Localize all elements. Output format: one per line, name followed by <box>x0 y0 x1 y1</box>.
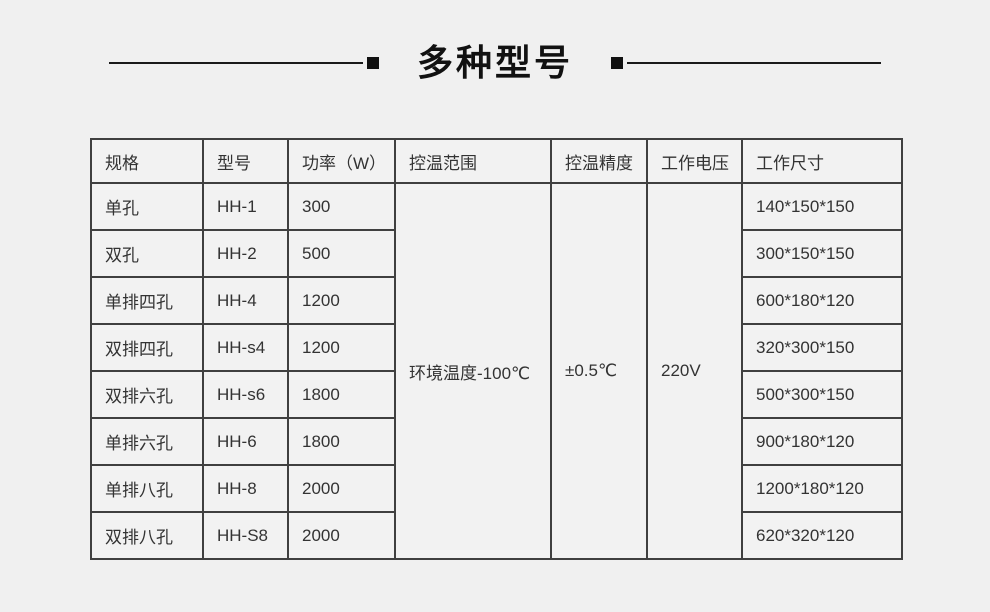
title-line-right <box>627 62 881 64</box>
voltage-cell: 220V <box>646 182 743 560</box>
title-square-right-icon <box>611 57 623 69</box>
table-row: 单排八孔 HH-8 2000 1200*180*120 <box>90 464 903 513</box>
size-cell: 1200*180*120 <box>741 464 903 513</box>
power-cell: 1800 <box>287 417 396 466</box>
power-cell: 1200 <box>287 323 396 372</box>
table-row: 单排六孔 HH-6 1800 900*180*120 <box>90 417 903 466</box>
size-cell: 500*300*150 <box>741 370 903 419</box>
header-size: 工作尺寸 <box>741 138 903 184</box>
size-cell: 620*320*120 <box>741 511 903 560</box>
section-title: 多种型号 <box>0 40 990 86</box>
model-cell: HH-4 <box>202 276 289 325</box>
model-cell: HH-S8 <box>202 511 289 560</box>
spec-table-container: 规格 型号 功率（W） 控温范围 控温精度 工作电压 工作尺寸 单孔 HH-1 … <box>90 138 903 560</box>
table-row: 单孔 HH-1 300 环境温度-100℃ ±0.5℃ 220V 140*150… <box>90 182 903 560</box>
title-line-left <box>108 62 363 64</box>
size-cell: 320*300*150 <box>741 323 903 372</box>
size-cell: 900*180*120 <box>741 417 903 466</box>
power-cell: 300 <box>287 182 396 231</box>
table-row: 双排四孔 HH-s4 1200 320*300*150 <box>90 323 903 372</box>
page-title: 多种型号 <box>416 42 573 83</box>
title-square-left-icon <box>366 57 379 69</box>
table-row: 单排四孔 HH-4 1200 600*180*120 <box>90 276 903 325</box>
size-cell: 600*180*120 <box>741 276 903 325</box>
model-cell: HH-6 <box>202 417 289 466</box>
model-cell: HH-8 <box>202 464 289 513</box>
model-cell: HH-s6 <box>202 370 289 419</box>
power-cell: 500 <box>287 229 396 278</box>
temp-range-cell: 环境温度-100℃ <box>394 182 552 560</box>
power-cell: 1200 <box>287 276 396 325</box>
header-voltage: 工作电压 <box>646 138 743 184</box>
header-spec: 规格 <box>90 138 204 184</box>
power-cell: 1800 <box>287 370 396 419</box>
model-cell: HH-1 <box>202 182 289 231</box>
precision-cell: ±0.5℃ <box>550 182 648 560</box>
power-cell: 2000 <box>287 511 396 560</box>
spec-cell: 双排四孔 <box>90 323 204 372</box>
model-cell: HH-2 <box>202 229 289 278</box>
table-row: 双排八孔 HH-S8 2000 620*320*120 <box>90 511 903 560</box>
header-precision: 控温精度 <box>550 138 648 184</box>
table-header-row: 规格 型号 功率（W） 控温范围 控温精度 工作电压 工作尺寸 <box>90 138 903 184</box>
spec-cell: 双排六孔 <box>90 370 204 419</box>
header-temp-range: 控温范围 <box>394 138 552 184</box>
table-row: 双排六孔 HH-s6 1800 500*300*150 <box>90 370 903 419</box>
spec-cell: 单排四孔 <box>90 276 204 325</box>
size-cell: 300*150*150 <box>741 229 903 278</box>
model-cell: HH-s4 <box>202 323 289 372</box>
spec-cell: 双排八孔 <box>90 511 204 560</box>
table-row: 双孔 HH-2 500 300*150*150 <box>90 229 903 278</box>
spec-cell: 单孔 <box>90 182 204 231</box>
size-cell: 140*150*150 <box>741 182 903 231</box>
power-cell: 2000 <box>287 464 396 513</box>
header-power: 功率（W） <box>287 138 396 184</box>
spec-cell: 单排六孔 <box>90 417 204 466</box>
header-model: 型号 <box>202 138 289 184</box>
spec-cell: 单排八孔 <box>90 464 204 513</box>
spec-table: 规格 型号 功率（W） 控温范围 控温精度 工作电压 工作尺寸 单孔 HH-1 … <box>90 138 903 560</box>
spec-cell: 双孔 <box>90 229 204 278</box>
